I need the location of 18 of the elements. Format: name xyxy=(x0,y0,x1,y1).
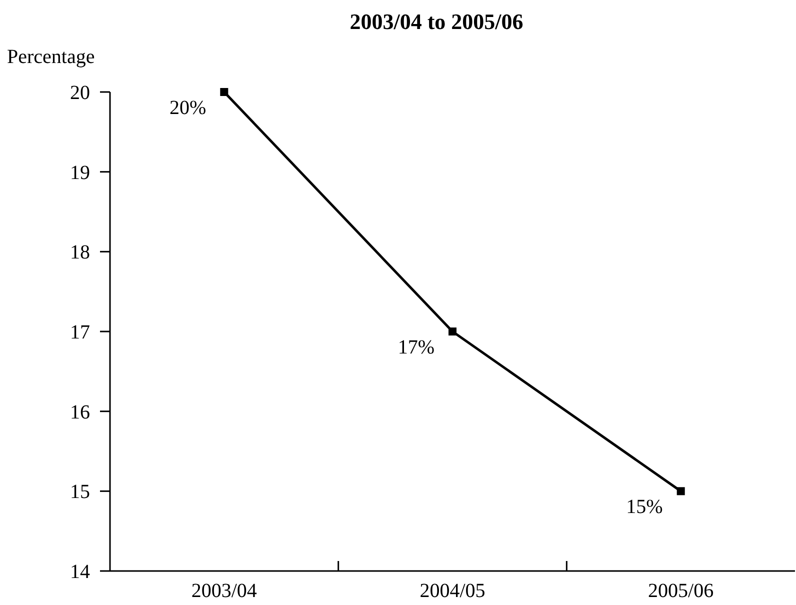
y-tick-label: 17 xyxy=(70,322,90,344)
data-label: 15% xyxy=(626,496,663,518)
data-label: 17% xyxy=(398,336,434,358)
point xyxy=(448,328,456,336)
chart-title: 2003/04 to 2005/06 xyxy=(350,9,524,34)
x-tick-label: 2004/05 xyxy=(420,580,486,602)
y-axis-title: Percentage xyxy=(7,46,95,68)
point xyxy=(220,88,228,96)
y-tick-label: 20 xyxy=(70,82,90,104)
y-tick-label: 18 xyxy=(70,242,90,264)
x-tick-label: 2003/04 xyxy=(191,580,257,602)
y-tick-label: 19 xyxy=(70,162,90,184)
x-tick-label: 2005/06 xyxy=(648,580,714,602)
point xyxy=(676,487,685,496)
y-tick-label: 15 xyxy=(70,481,90,504)
y-tick-label: 14 xyxy=(70,561,90,583)
y-tick-label: 16 xyxy=(70,401,90,424)
data-label: 20% xyxy=(169,97,206,119)
